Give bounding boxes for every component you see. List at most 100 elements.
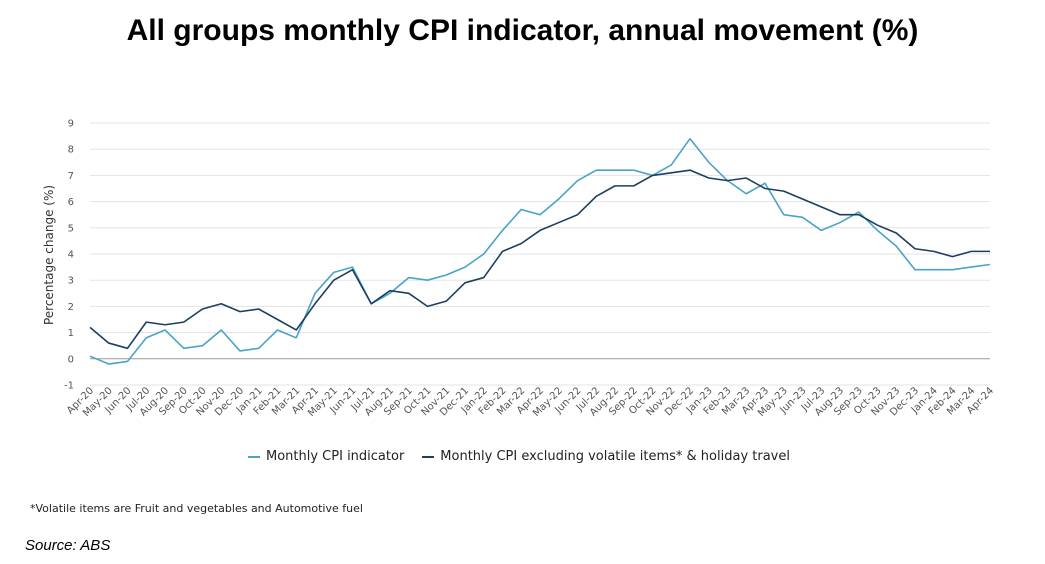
data-point-series1[interactable]: [988, 262, 992, 266]
data-point-series2[interactable]: [144, 320, 148, 324]
data-point-series1[interactable]: [707, 160, 711, 164]
data-point-series2[interactable]: [875, 223, 879, 227]
data-point-series1[interactable]: [482, 252, 486, 256]
data-point-series2[interactable]: [988, 249, 992, 253]
data-point-series2[interactable]: [763, 186, 767, 190]
data-point-series1[interactable]: [200, 344, 204, 348]
data-point-series2[interactable]: [88, 325, 92, 329]
data-point-series1[interactable]: [594, 168, 598, 172]
data-point-series2[interactable]: [557, 220, 561, 224]
data-point-series1[interactable]: [313, 291, 317, 295]
data-point-series2[interactable]: [669, 171, 673, 175]
data-point-series2[interactable]: [594, 194, 598, 198]
data-point-series2[interactable]: [800, 197, 804, 201]
data-point-series2[interactable]: [482, 275, 486, 279]
data-point-series2[interactable]: [369, 302, 373, 306]
data-point-series1[interactable]: [800, 215, 804, 219]
data-point-series1[interactable]: [275, 328, 279, 332]
data-point-series1[interactable]: [819, 228, 823, 232]
data-point-series2[interactable]: [275, 317, 279, 321]
data-point-series1[interactable]: [163, 328, 167, 332]
data-point-series1[interactable]: [913, 268, 917, 272]
data-point-series2[interactable]: [425, 304, 429, 308]
data-point-series2[interactable]: [444, 299, 448, 303]
data-point-series1[interactable]: [613, 168, 617, 172]
data-point-series1[interactable]: [125, 359, 129, 363]
data-point-series1[interactable]: [294, 336, 298, 340]
data-point-series2[interactable]: [613, 184, 617, 188]
data-point-series1[interactable]: [219, 328, 223, 332]
data-point-series1[interactable]: [238, 349, 242, 353]
data-point-series2[interactable]: [182, 320, 186, 324]
data-point-series2[interactable]: [463, 281, 467, 285]
data-point-series1[interactable]: [557, 197, 561, 201]
data-point-series1[interactable]: [894, 244, 898, 248]
data-point-series1[interactable]: [875, 228, 879, 232]
data-point-series2[interactable]: [838, 213, 842, 217]
data-point-series1[interactable]: [407, 275, 411, 279]
data-point-series2[interactable]: [744, 176, 748, 180]
legend-label: Monthly CPI excluding volatile items* & …: [440, 449, 790, 464]
data-point-series2[interactable]: [632, 184, 636, 188]
data-point-series1[interactable]: [182, 346, 186, 350]
data-point-series1[interactable]: [969, 265, 973, 269]
data-point-series2[interactable]: [650, 173, 654, 177]
data-point-series2[interactable]: [107, 341, 111, 345]
data-point-series1[interactable]: [257, 346, 261, 350]
data-point-series2[interactable]: [200, 307, 204, 311]
data-point-series2[interactable]: [219, 302, 223, 306]
data-point-series1[interactable]: [932, 268, 936, 272]
y-tick-label: -1: [64, 381, 74, 392]
data-point-series2[interactable]: [163, 323, 167, 327]
data-point-series2[interactable]: [969, 249, 973, 253]
data-point-series2[interactable]: [894, 231, 898, 235]
data-point-series2[interactable]: [782, 189, 786, 193]
data-point-series2[interactable]: [257, 307, 261, 311]
data-point-series1[interactable]: [144, 336, 148, 340]
data-point-series2[interactable]: [350, 268, 354, 272]
data-point-series1[interactable]: [107, 362, 111, 366]
data-point-series2[interactable]: [294, 328, 298, 332]
data-point-series1[interactable]: [669, 163, 673, 167]
legend-item-series1[interactable]: Monthly CPI indicator: [248, 449, 404, 464]
data-point-series1[interactable]: [332, 270, 336, 274]
series-line-1[interactable]: [89, 137, 991, 365]
data-point-series2[interactable]: [519, 241, 523, 245]
legend-item-series2[interactable]: Monthly CPI excluding volatile items* & …: [422, 449, 790, 464]
series-line-2[interactable]: [89, 169, 990, 350]
data-point-series2[interactable]: [332, 278, 336, 282]
data-point-series1[interactable]: [444, 273, 448, 277]
data-point-series2[interactable]: [313, 302, 317, 306]
data-point-series2[interactable]: [500, 249, 504, 253]
data-point-series1[interactable]: [575, 178, 579, 182]
data-point-series2[interactable]: [388, 288, 392, 292]
data-point-series1[interactable]: [463, 265, 467, 269]
data-point-series2[interactable]: [707, 176, 711, 180]
data-point-series2[interactable]: [125, 346, 129, 350]
data-point-series1[interactable]: [838, 220, 842, 224]
data-point-series2[interactable]: [857, 213, 861, 217]
data-point-series1[interactable]: [950, 268, 954, 272]
data-point-series2[interactable]: [950, 254, 954, 258]
data-point-series2[interactable]: [688, 168, 692, 172]
data-point-series1[interactable]: [688, 137, 692, 141]
data-point-series1[interactable]: [88, 354, 92, 358]
data-point-series2[interactable]: [819, 205, 823, 209]
data-point-series1[interactable]: [782, 213, 786, 217]
data-point-series1[interactable]: [763, 181, 767, 185]
data-point-series2[interactable]: [407, 291, 411, 295]
y-tick-label: 9: [68, 119, 74, 130]
data-point-series2[interactable]: [238, 309, 242, 313]
data-point-series1[interactable]: [632, 168, 636, 172]
data-point-series1[interactable]: [425, 278, 429, 282]
data-point-series1[interactable]: [519, 207, 523, 211]
data-point-series1[interactable]: [538, 213, 542, 217]
data-point-series2[interactable]: [913, 247, 917, 251]
data-point-series1[interactable]: [744, 192, 748, 196]
data-point-series2[interactable]: [932, 249, 936, 253]
data-point-series2[interactable]: [575, 213, 579, 217]
data-point-series2[interactable]: [725, 178, 729, 182]
data-point-series1[interactable]: [500, 228, 504, 232]
data-point-series2[interactable]: [538, 228, 542, 232]
